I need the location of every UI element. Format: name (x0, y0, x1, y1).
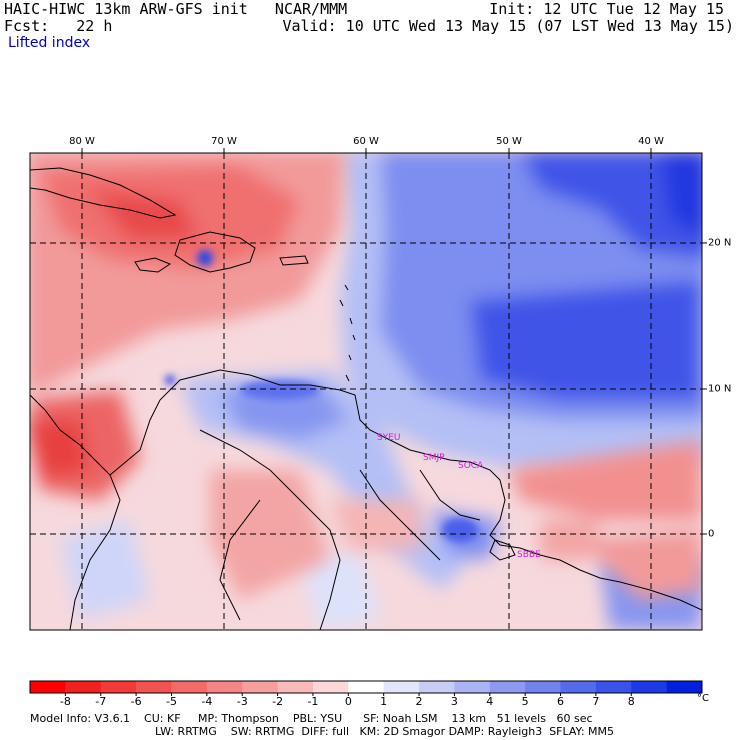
colorbar-swatch (631, 681, 668, 693)
lat-label-10n: 10 N (708, 383, 732, 395)
colorbar-swatch (242, 681, 279, 693)
colorbar-swatch (383, 681, 420, 693)
colorbar-swatch (525, 681, 562, 693)
colorbar-tick-label: 2 (415, 695, 423, 708)
colorbar-tick-label: -3 (236, 695, 248, 708)
colorbar-tick-label: -6 (130, 695, 142, 708)
colorbar-tick-label: -5 (165, 695, 177, 708)
lon-label-40w: 40 W (638, 136, 664, 147)
lon-label-80w: 80 W (69, 136, 95, 147)
forecast-hour: Fcst: 22 h (4, 17, 113, 35)
colorbar-frame (29, 680, 703, 694)
colorbar-tick-label: 5 (521, 695, 529, 708)
model-info-line2: LW: RRTMG SW: RRTMG DIFF: full KM: 2D Sm… (155, 725, 615, 738)
colorbar-tick-label: 7 (592, 695, 600, 708)
coastlines (30, 167, 702, 630)
colorbar-swatch (666, 681, 703, 693)
colorbar-tick-label: -2 (272, 695, 284, 708)
colorbar-tick-label: -8 (59, 695, 71, 708)
colorbar-swatch (136, 681, 172, 693)
station-label-sbbe: SBBE (517, 550, 541, 560)
model-title: HAIC-HIWC 13km ARW-GFS init NCAR/MMM (4, 0, 348, 18)
station-label-syeu: SYEU (377, 433, 400, 443)
colorbar-swatch (206, 681, 243, 693)
station-label-soca: SOCA (458, 461, 484, 471)
colorbar-swatch (595, 681, 632, 693)
colorbar-swatch (30, 681, 66, 693)
colorbar (29, 680, 703, 696)
colorbar-swatch (419, 681, 455, 693)
colorbar-tick-label: 0 (344, 695, 352, 708)
lat-label-0: 0 (708, 528, 715, 540)
colorbar-tick-label: 3 (450, 695, 458, 708)
colorbar-swatch (454, 681, 491, 693)
graticule (30, 153, 702, 630)
station-label-smjp: SMJP (423, 453, 445, 463)
colorbar-swatch (65, 681, 102, 693)
colorbar-tick-label: 6 (557, 695, 565, 708)
lon-label-70w: 70 W (211, 136, 237, 147)
unstable-region (30, 153, 702, 600)
colorbar-swatch (277, 681, 314, 693)
valid-time: Valid: 10 UTC Wed 13 May 15 (07 LST Wed … (282, 17, 734, 35)
colorbar-swatch (312, 681, 349, 693)
init-time: Init: 12 UTC Tue 12 May 15 (489, 0, 724, 18)
colorbar-swatch (171, 681, 208, 693)
colorbar-tick-label: 8 (627, 695, 635, 708)
colorbar-tick-label: -7 (95, 695, 107, 708)
colorbar-unit: °C (697, 693, 709, 704)
lon-label-50w: 50 W (496, 136, 522, 147)
lon-label-60w: 60 W (353, 136, 379, 147)
colorbar-swatch (489, 681, 526, 693)
colorbar-tick-label: 1 (380, 695, 388, 708)
colorbar-swatch (100, 681, 137, 693)
colorbar-tick-label: 4 (486, 695, 494, 708)
lat-label-20n: 20 N (708, 237, 732, 249)
colorbar-tick-label: -4 (201, 695, 213, 708)
field-name: Lifted index (8, 35, 91, 51)
colorbar-swatch (348, 681, 385, 693)
stable-region (60, 153, 702, 630)
colorbar-tick-label: -1 (307, 695, 319, 708)
model-info-line1: Model Info: V3.6.1 CU: KF MP: Thompson P… (30, 712, 593, 725)
colorbar-swatch (560, 681, 597, 693)
